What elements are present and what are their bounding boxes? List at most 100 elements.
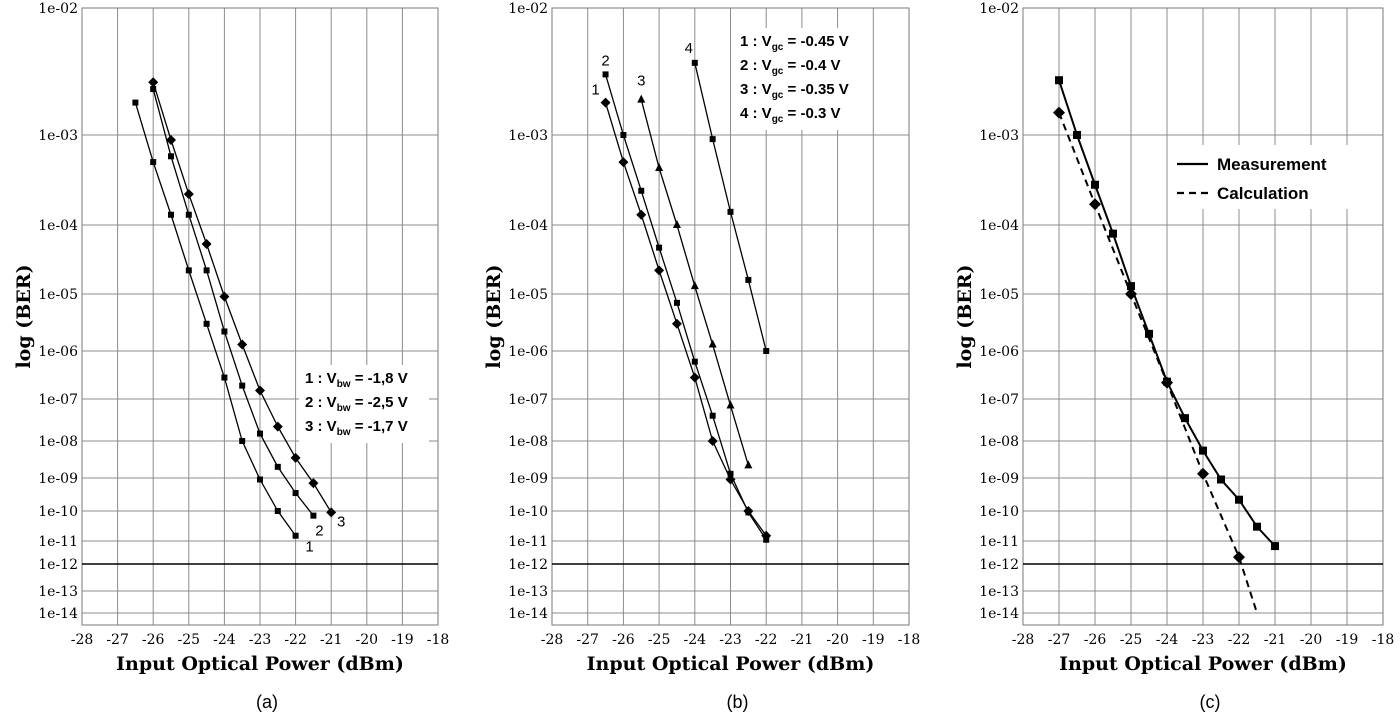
data-point bbox=[725, 474, 736, 485]
data-point bbox=[168, 153, 174, 160]
data-point bbox=[185, 267, 192, 274]
data-point bbox=[691, 358, 698, 365]
data-point bbox=[166, 134, 176, 145]
curve-label: 1 bbox=[591, 82, 599, 99]
series-3 bbox=[637, 94, 753, 469]
legend-value: = -0.45 V bbox=[783, 33, 848, 50]
data-point bbox=[183, 189, 194, 200]
data-point bbox=[272, 421, 283, 432]
legend-prefix: 2 : V bbox=[305, 394, 337, 411]
data-point bbox=[745, 509, 752, 516]
y-tick-label: 1e-13 bbox=[508, 584, 548, 600]
series-Calculation bbox=[1053, 106, 1258, 614]
data-point bbox=[763, 348, 770, 354]
x-tick-label: -27 bbox=[1048, 632, 1071, 648]
data-point bbox=[618, 157, 629, 168]
y-tick-label: 1e-09 bbox=[979, 471, 1019, 487]
x-tick-label: -23 bbox=[1192, 632, 1215, 648]
legend-subscript: gc bbox=[772, 114, 784, 125]
data-point bbox=[1253, 522, 1261, 531]
x-tick-label: -19 bbox=[1336, 632, 1359, 648]
data-point bbox=[656, 244, 663, 251]
data-point bbox=[310, 512, 317, 519]
data-point bbox=[637, 94, 646, 103]
legend-prefix: 3 : V bbox=[740, 81, 772, 98]
data-point bbox=[1197, 467, 1209, 480]
legend-subscript: bw bbox=[337, 427, 351, 438]
data-point bbox=[201, 239, 212, 250]
series-line bbox=[134, 102, 297, 537]
y-tick-label: 1e-14 bbox=[979, 606, 1019, 622]
data-point bbox=[672, 220, 681, 228]
data-point bbox=[1053, 106, 1065, 119]
legend-entry: 3 : Vbw = -1,7 V bbox=[305, 418, 408, 438]
data-point bbox=[600, 97, 611, 108]
legend-subscript: bw bbox=[337, 403, 351, 414]
data-point bbox=[727, 208, 734, 215]
data-point bbox=[148, 77, 159, 88]
data-point bbox=[673, 299, 680, 306]
legend: Measurement Calculation bbox=[1168, 145, 1368, 209]
data-point bbox=[221, 374, 228, 381]
data-point bbox=[638, 187, 645, 194]
data-point bbox=[690, 281, 699, 290]
data-point bbox=[292, 490, 299, 497]
y-tick-label: 1e-09 bbox=[38, 471, 78, 487]
data-point bbox=[1233, 551, 1245, 564]
legend-value: = -0.3 V bbox=[783, 105, 840, 122]
y-tick-label: 1e-13 bbox=[979, 584, 1019, 600]
series-3 bbox=[148, 77, 337, 518]
y-tick-label: 1e-08 bbox=[979, 434, 1019, 450]
legend-entry: Calculation bbox=[1217, 184, 1309, 203]
x-tick-label: -24 bbox=[1156, 632, 1179, 648]
y-tick-label: 1e-02 bbox=[38, 1, 78, 17]
legend-entry: 2 : Vgc = -0.4 V bbox=[740, 57, 840, 77]
legend: 1 : Vbw = -1,8 V2 : Vbw = -2,5 V3 : Vbw … bbox=[299, 365, 429, 443]
x-tick-label: -25 bbox=[1120, 632, 1143, 648]
x-tick-label: -26 bbox=[1084, 632, 1107, 648]
x-tick-label: -26 bbox=[142, 632, 165, 648]
x-tick-label: -28 bbox=[71, 632, 94, 648]
x-tick-label: -23 bbox=[249, 632, 272, 648]
data-point bbox=[763, 536, 770, 543]
x-tick-label: -21 bbox=[791, 632, 814, 648]
x-tick-label: -27 bbox=[106, 632, 129, 648]
data-point bbox=[1161, 376, 1173, 389]
x-tick-label: -18 bbox=[427, 632, 450, 648]
chart-panel-b: -28 -27 -26 -25 -24 -23 -22 -21 -20 -19 -18 1e-02 1e… bbox=[483, 1, 920, 712]
x-tick-label: -20 bbox=[826, 632, 849, 648]
data-point bbox=[237, 339, 248, 350]
y-tick-label: 1e-05 bbox=[38, 287, 78, 303]
data-point bbox=[1271, 542, 1279, 551]
x-tick-label: -22 bbox=[755, 632, 778, 648]
y-tick-label: 1e-11 bbox=[508, 534, 548, 550]
data-point bbox=[636, 209, 647, 220]
x-tick-label: -25 bbox=[178, 632, 201, 648]
legend-background bbox=[299, 365, 429, 443]
legend-value: = -2,5 V bbox=[351, 394, 408, 411]
legend-background bbox=[1168, 145, 1368, 209]
data-point bbox=[150, 86, 157, 93]
data-point bbox=[691, 59, 698, 66]
curve-label: 3 bbox=[637, 73, 645, 90]
data-point bbox=[745, 276, 752, 283]
series-line bbox=[152, 82, 332, 513]
data-point bbox=[1089, 198, 1101, 211]
legend-background bbox=[734, 28, 872, 130]
panel-label: (c) bbox=[1200, 692, 1221, 712]
legend-prefix: 1 : V bbox=[740, 33, 772, 50]
y-tick-label: 1e-13 bbox=[38, 584, 78, 600]
data-point bbox=[326, 507, 337, 518]
x-tick-label: -20 bbox=[356, 632, 379, 648]
y-axis-title: log (BER) bbox=[13, 264, 35, 368]
plot-frame bbox=[551, 7, 910, 626]
data-point bbox=[185, 211, 192, 218]
data-point bbox=[1125, 288, 1137, 300]
data-point bbox=[290, 452, 301, 463]
data-point bbox=[709, 136, 716, 143]
data-point bbox=[203, 267, 210, 274]
data-point bbox=[239, 382, 246, 389]
data-point bbox=[727, 470, 734, 477]
